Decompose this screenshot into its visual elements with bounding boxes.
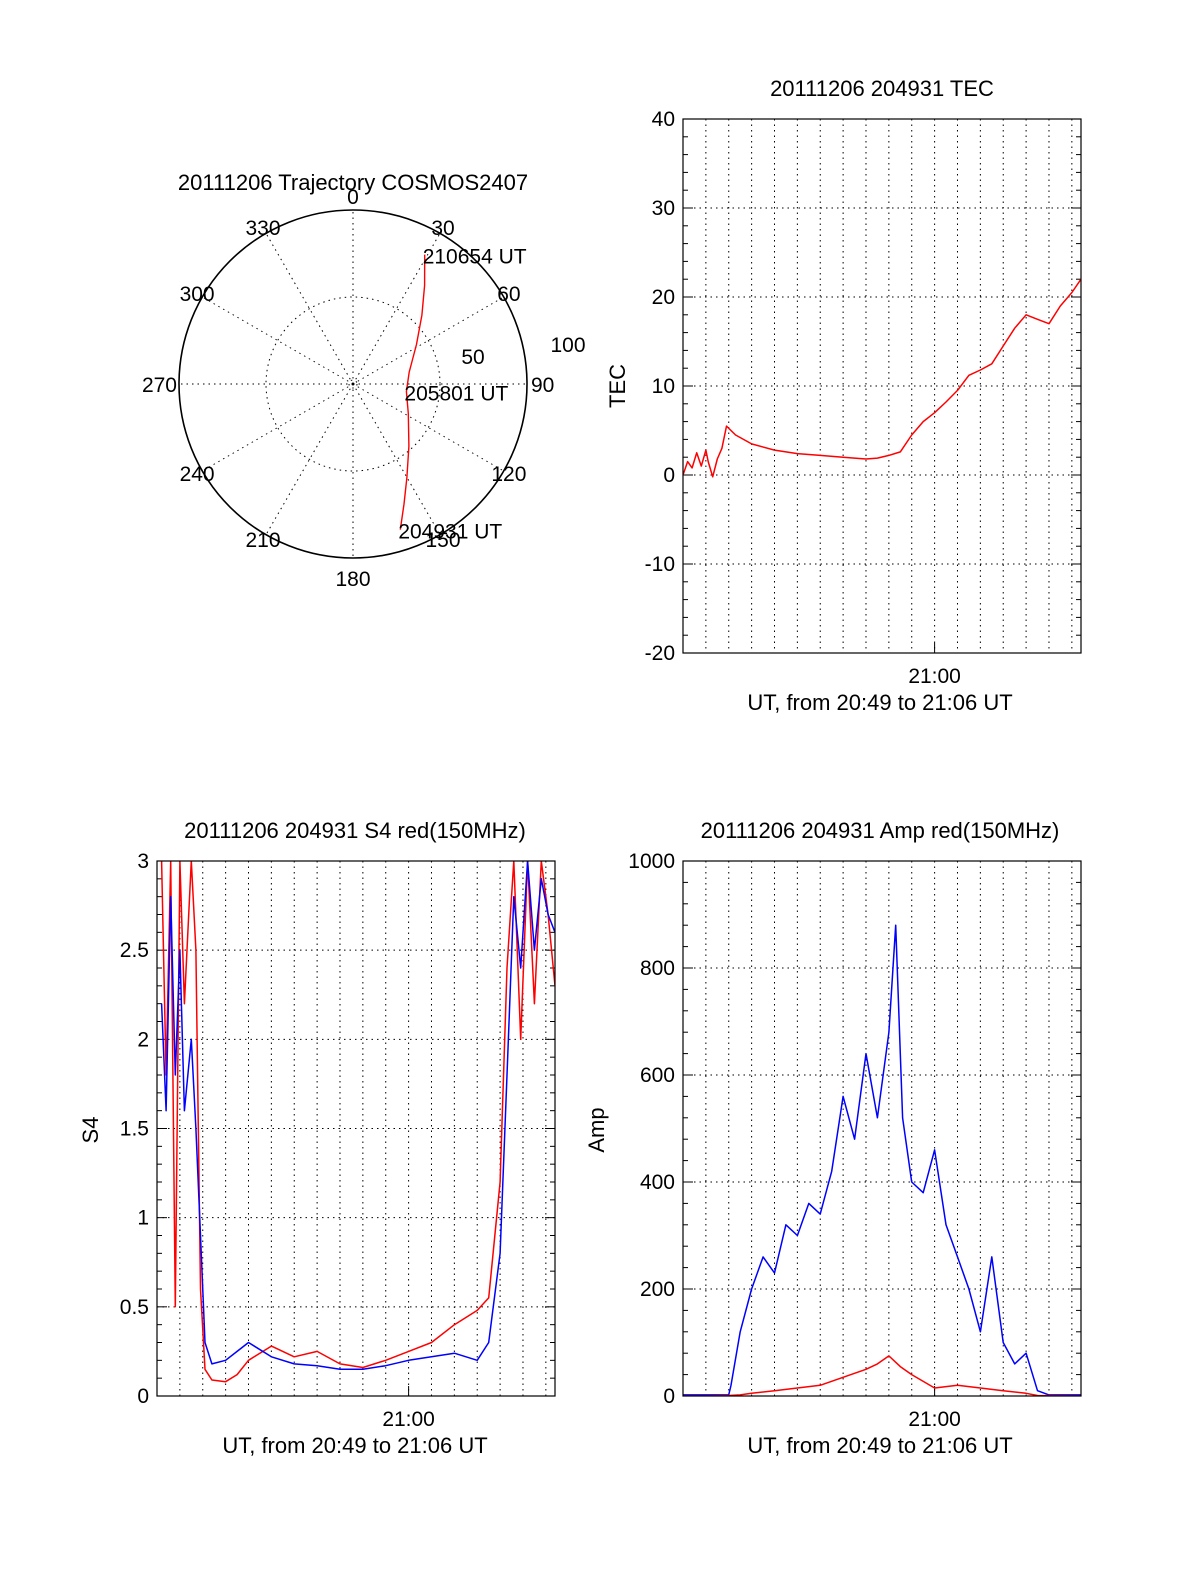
y-tick-label: 400	[640, 1171, 675, 1194]
polar-angle-label: 60	[497, 283, 520, 306]
s4-xlabel: UT, from 20:49 to 21:06 UT	[222, 1433, 487, 1458]
s4-title: 20111206 204931 S4 red(150MHz)	[184, 818, 526, 843]
series-line-blue	[160, 861, 555, 1371]
polar-spoke	[352, 383, 504, 472]
y-tick-label: 0	[663, 1385, 675, 1408]
y-tick-label: 200	[640, 1278, 675, 1301]
y-tick-label: 3	[137, 850, 149, 873]
y-tick-label: 40	[652, 108, 675, 131]
plot-frame	[682, 118, 1082, 654]
polar-angle-label: 300	[180, 283, 215, 306]
polar-center	[348, 379, 358, 389]
y-tick-label: 600	[640, 1064, 675, 1087]
polar-spoke	[202, 383, 354, 472]
polar-spoke	[352, 233, 441, 385]
y-tick-label: 2	[137, 1028, 149, 1051]
y-tick-label: 0.5	[120, 1296, 149, 1319]
series-line-blue	[683, 924, 1081, 1396]
trajectory-time-annotation: 205801 UT	[404, 383, 508, 406]
polar-spoke	[352, 383, 441, 535]
y-tick-label: 10	[652, 375, 675, 398]
polar-spoke	[265, 233, 354, 385]
trajectory-title: 20111206 Trajectory COSMOS2407	[178, 170, 528, 195]
trajectory-time-annotation: 204931 UT	[398, 521, 502, 544]
y-tick-label: -10	[645, 553, 675, 576]
tec-title: 20111206 204931 TEC	[770, 76, 994, 101]
series-line-red	[683, 278, 1081, 478]
polar-grid	[178, 209, 528, 559]
plot-frame	[682, 860, 1082, 1397]
x-tick-label: 21:00	[908, 1408, 961, 1431]
y-tick-label: 0	[137, 1385, 149, 1408]
polar-spoke	[265, 383, 354, 535]
polar-angle-label: 330	[245, 217, 280, 240]
s4-ylabel: S4	[78, 1117, 103, 1144]
plot-frame	[156, 860, 556, 1397]
x-tick-label: 21:00	[382, 1408, 435, 1431]
polar-angle-label: 150	[425, 529, 460, 552]
polar-ring-50	[265, 296, 441, 472]
polar-angle-label: 270	[142, 374, 177, 397]
series-line-red	[683, 1355, 1081, 1396]
y-tick-label: 800	[640, 957, 675, 980]
y-tick-label: 0	[663, 464, 675, 487]
amp-chart: 20111206 204931 Amp red(150MHz) Amp UT, …	[584, 818, 1082, 1458]
y-tick-label: -20	[645, 642, 675, 665]
polar-angle-label: 120	[491, 463, 526, 486]
polar-outer-ring	[178, 209, 528, 559]
y-tick-label: 1.5	[120, 1118, 149, 1141]
series-group	[160, 861, 555, 1383]
polar-radial-label: 50	[461, 346, 484, 369]
polar-angle-label: 30	[431, 217, 454, 240]
trajectory-line	[399, 254, 426, 530]
tec-chart: 20111206 204931 TEC TEC UT, from 20:49 t…	[605, 76, 1082, 715]
trajectory-series: 210654 UT 205801 UT 204931 UT	[398, 246, 526, 544]
y-tick-label: 2.5	[120, 939, 149, 962]
s4-chart: 20111206 204931 S4 red(150MHz) S4 UT, fr…	[78, 818, 556, 1458]
polar-spoke	[202, 296, 354, 385]
tec-ylabel: TEC	[605, 364, 630, 408]
series-line-red	[160, 861, 555, 1383]
amp-xlabel: UT, from 20:49 to 21:06 UT	[747, 1433, 1012, 1458]
x-tick-label: 21:00	[908, 665, 961, 688]
polar-angle-label: 0	[347, 186, 359, 209]
y-tick-label: 20	[652, 286, 675, 309]
tec-xlabel: UT, from 20:49 to 21:06 UT	[747, 690, 1012, 715]
polar-angle-label: 90	[531, 374, 554, 397]
polar-radial-label: 100	[550, 334, 585, 357]
trajectory-time-annotation: 210654 UT	[423, 246, 527, 269]
trajectory-polar-chart: 20111206 Trajectory COSMOS2407 0 30 60 90 12…	[142, 170, 586, 591]
y-tick-label: 1000	[628, 850, 675, 873]
polar-angle-label: 210	[245, 529, 280, 552]
y-tick-label: 1	[137, 1207, 149, 1230]
polar-spoke	[352, 296, 504, 385]
polar-angle-label: 240	[180, 463, 215, 486]
series-group	[683, 278, 1081, 478]
amp-title: 20111206 204931 Amp red(150MHz)	[701, 818, 1060, 843]
y-tick-label: 30	[652, 197, 675, 220]
series-group	[683, 924, 1081, 1396]
polar-angle-labels: 0 30 60 90 120 150 180 210 240 270 300 330 50 100	[142, 186, 586, 591]
amp-ylabel: Amp	[584, 1107, 609, 1152]
polar-angle-label: 180	[335, 568, 370, 591]
